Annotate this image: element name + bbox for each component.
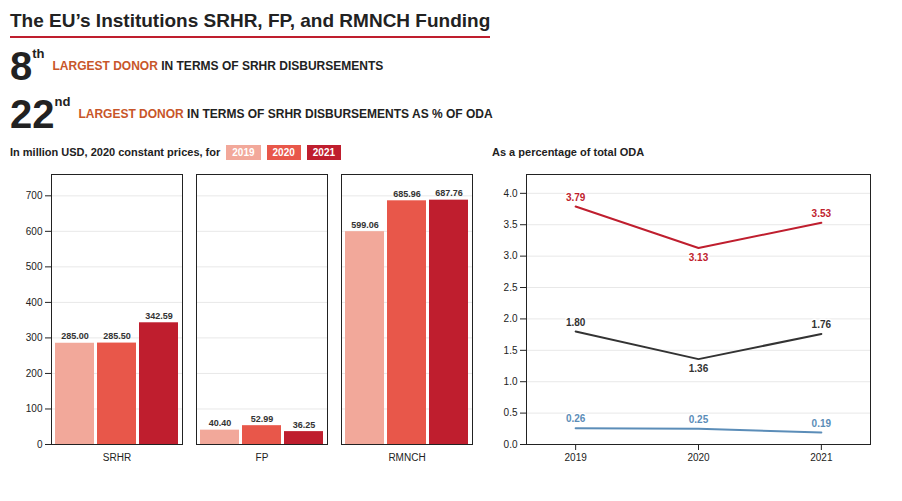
svg-text:1.76: 1.76	[812, 319, 832, 330]
svg-text:200: 200	[26, 368, 43, 379]
svg-text:599.06: 599.06	[351, 220, 379, 230]
svg-text:685.96: 685.96	[393, 189, 421, 199]
svg-text:SRHR: SRHR	[103, 452, 131, 463]
svg-text:3.0: 3.0	[504, 250, 518, 261]
svg-text:100: 100	[26, 403, 43, 414]
svg-text:2020: 2020	[687, 452, 710, 463]
html-text:th: th	[32, 46, 45, 61]
svg-text:2.0: 2.0	[504, 313, 518, 324]
svg-text:0: 0	[37, 439, 43, 450]
svg-text:687.76: 687.76	[435, 188, 463, 198]
svg-text:0.0: 0.0	[504, 439, 518, 450]
html-text:nd: nd	[54, 94, 71, 109]
svg-text:285.00: 285.00	[61, 331, 89, 341]
svg-text:342.59: 342.59	[145, 311, 173, 321]
svg-text:FP: FP	[256, 452, 269, 463]
svg-text:1.5: 1.5	[504, 345, 518, 356]
svg-text:285.50: 285.50	[103, 331, 131, 341]
svg-text:36.25: 36.25	[293, 420, 316, 430]
svg-text:300: 300	[26, 332, 43, 343]
svg-text:3.5: 3.5	[504, 219, 518, 230]
svg-text:0.25: 0.25	[689, 414, 709, 425]
svg-text:500: 500	[26, 261, 43, 272]
svg-text:2.5: 2.5	[504, 282, 518, 293]
svg-text:52.99: 52.99	[251, 414, 274, 424]
svg-text:0.5: 0.5	[504, 407, 518, 418]
svg-text:1.0: 1.0	[504, 376, 518, 387]
svg-text:2021: 2021	[810, 452, 833, 463]
html-text:As a percentage of total ODA: As a percentage of total ODA	[492, 146, 645, 158]
html-text:In million USD, 2020 constant: In million USD, 2020 constant prices, fo…	[10, 146, 221, 158]
svg-text:3.53: 3.53	[812, 208, 832, 219]
html-text:2019: 2019	[232, 146, 255, 158]
html-text:22: 22	[10, 92, 55, 136]
svg-text:4.0: 4.0	[504, 188, 518, 199]
svg-text:3.13: 3.13	[689, 252, 709, 263]
html-text:LARGEST DONOR IN TERMS OF SRHR: LARGEST DONOR IN TERMS OF SRHR DISBURSEM…	[78, 107, 493, 121]
html-text:8: 8	[10, 44, 33, 88]
svg-text:700: 700	[26, 190, 43, 201]
svg-text:RMNCH: RMNCH	[388, 452, 425, 463]
svg-text:1.80: 1.80	[566, 317, 586, 328]
svg-text:3.79: 3.79	[566, 192, 586, 203]
html-text:2020: 2020	[272, 146, 295, 158]
svg-text:600: 600	[26, 226, 43, 237]
svg-text:40.40: 40.40	[209, 418, 232, 428]
svg-text:0.26: 0.26	[566, 413, 586, 424]
svg-text:1.36: 1.36	[689, 363, 709, 374]
html-text:2021: 2021	[312, 146, 335, 158]
html-text:LARGEST DONOR IN TERMS OF SRHR: LARGEST DONOR IN TERMS OF SRHR DISBURSEM…	[52, 59, 384, 73]
svg-text:400: 400	[26, 297, 43, 308]
svg-text:2019: 2019	[565, 452, 588, 463]
html-text:The EU’s Institutions SRHR, FP: The EU’s Institutions SRHR, FP, and RMNC…	[10, 10, 491, 31]
svg-text:0.19: 0.19	[812, 418, 832, 429]
